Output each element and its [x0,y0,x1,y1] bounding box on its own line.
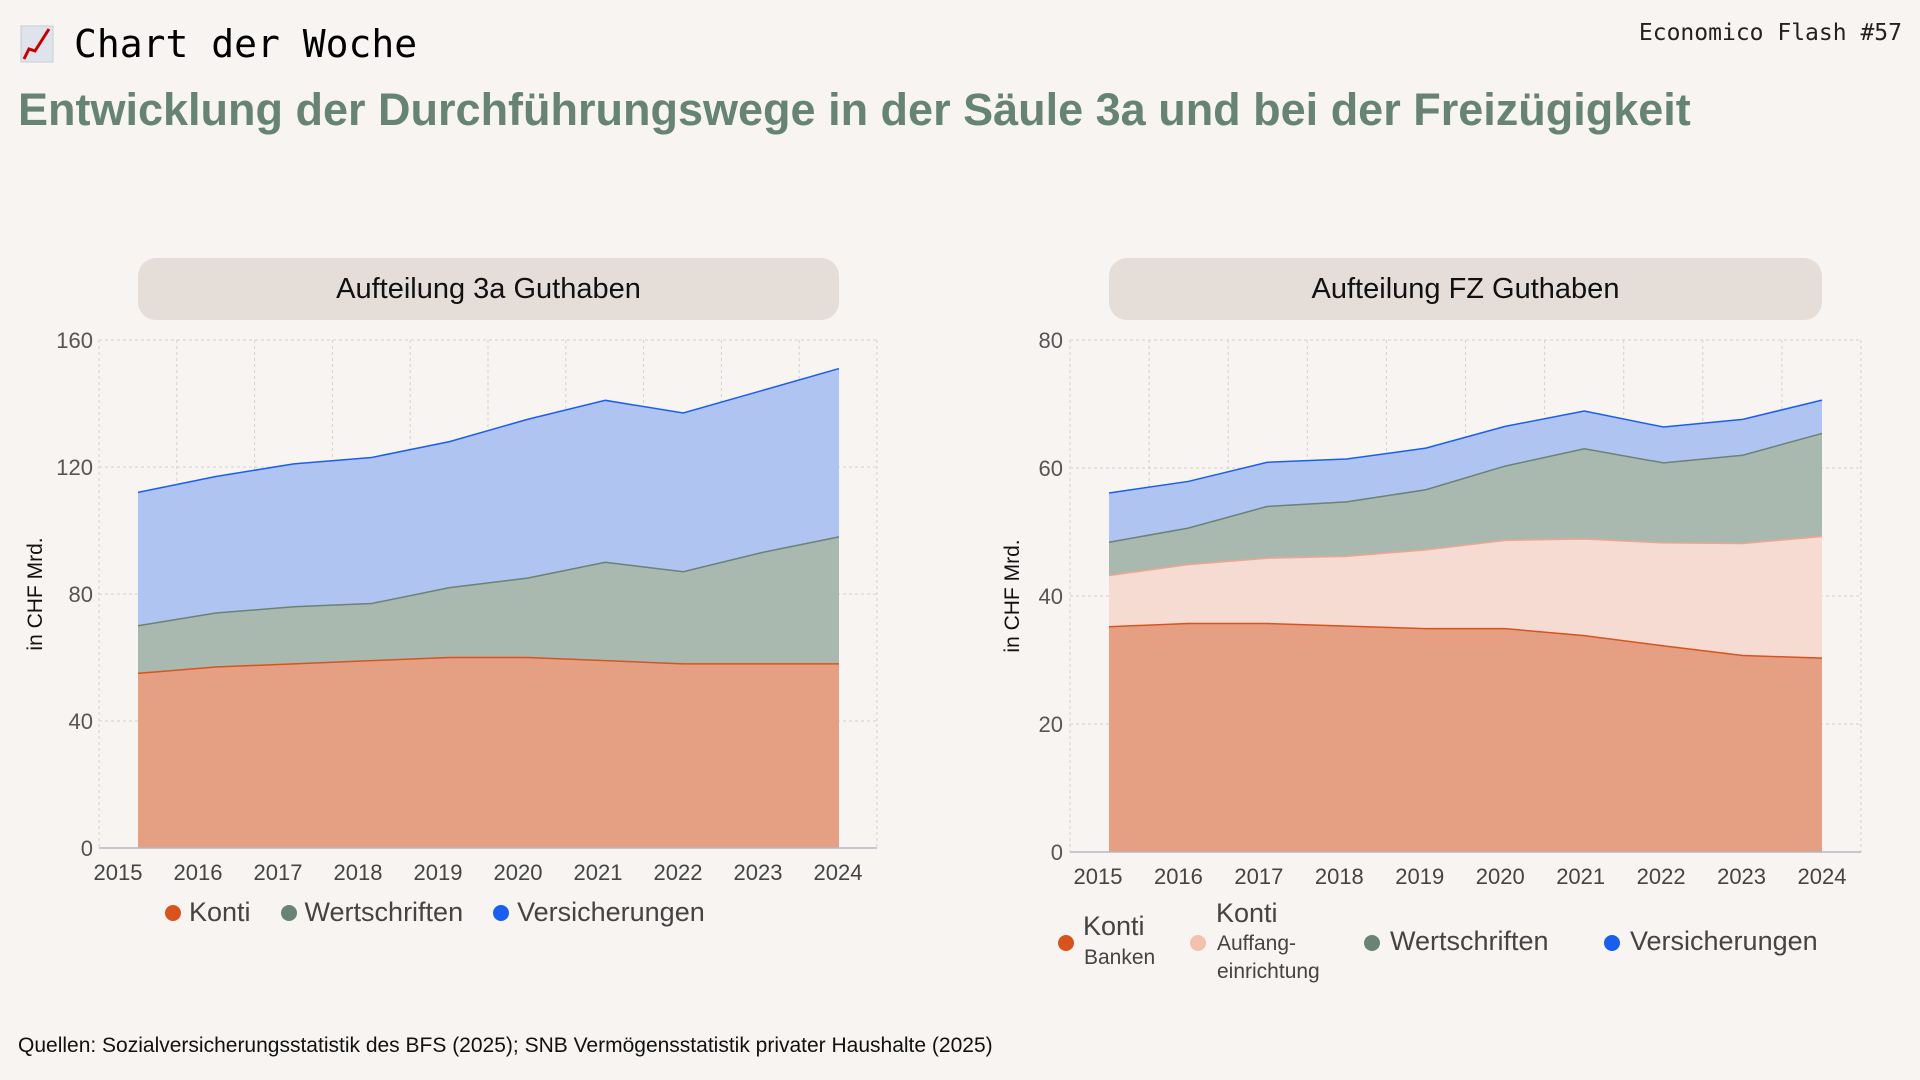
y-tick-label: 20 [1039,712,1063,737]
x-tick-label: 2018 [334,860,383,885]
x-tick-label: 2016 [1154,864,1203,889]
y-tick-label: 40 [1039,584,1063,609]
area-auffang [1109,536,1822,659]
y-tick-label: 80 [1039,328,1063,353]
konti-banken-dot-icon [1058,935,1074,951]
legend-label: Versicherungen [517,897,705,927]
line-wertschriften [1108,432,1823,543]
legend-konti-banken-sub: Banken [1084,946,1156,969]
y-tick-label: 120 [56,455,93,480]
kicker: Chart der Woche [20,22,417,66]
legend-item-konti: Konti [165,897,251,928]
line-versicherungen [1108,399,1823,494]
x-tick-label: 2023 [734,860,783,885]
chart-title-right: Aufteilung FZ Guthaben [1109,258,1822,320]
x-tick-label: 2019 [414,860,463,885]
x-tick-label: 2017 [254,860,303,885]
y-tick-label: 40 [69,709,93,734]
line-wertschriften [137,536,840,627]
page-title: Entwicklung der Durchführungswege in der… [18,84,1691,135]
chart-title-left: Aufteilung 3a Guthaben [138,258,839,320]
y-tick-label: 0 [1051,840,1063,865]
area-versicherungen [1109,400,1822,543]
x-tick-label: 2021 [1556,864,1605,889]
area-wertschriften [138,536,839,674]
area-konti [138,657,839,848]
wertschriften-dot-icon [1364,935,1380,951]
kicker-text: Chart der Woche [74,22,418,66]
line-auffang [1108,535,1823,577]
legend-wertschriften: Wertschriften [1390,926,1549,956]
legend-item-versicherungen: Versicherungen [493,897,705,928]
line-konti [1108,622,1823,659]
konti-auffang-dot-icon [1190,935,1206,951]
legend-konti-auffang-sub1: Auffang- [1217,932,1297,955]
legend-versicherungen: Versicherungen [1630,926,1818,956]
legend-konti-banken-main: Konti [1083,911,1145,941]
x-tick-label: 2024 [814,860,863,885]
x-tick-label: 2022 [1637,864,1686,889]
y-axis-label: in CHF Mrd. [1001,539,1024,652]
x-tick-label: 2020 [1476,864,1525,889]
x-tick-label: 2022 [654,860,703,885]
chart-fz: 0 20 40 60 80 2015 2016 2017 2018 2019 2020 2021 202… [1001,328,1862,889]
x-tick-label: 2020 [494,860,543,885]
x-tick-label: 2015 [1074,864,1123,889]
konti-dot-icon [165,904,181,921]
y-tick-label: 80 [69,582,93,607]
legend-konti-auffang-main: Konti [1216,898,1278,928]
chart-3a: 0 40 80 120 160 2015 2016 2017 2018 2019 2020 2021 2… [24,328,878,885]
x-tick-label: 2019 [1395,864,1444,889]
area-konti [1109,623,1822,852]
legend-konti-auffang-sub2: einrichtung [1217,960,1320,983]
x-tick-label: 2015 [94,860,143,885]
versicherungen-dot-icon [493,904,510,921]
y-tick-label: 160 [56,328,93,353]
line-versicherungen [137,367,840,494]
x-tick-label: 2024 [1798,864,1847,889]
x-tick-label: 2018 [1315,864,1364,889]
area-versicherungen [138,368,839,626]
y-tick-label: 0 [81,836,93,861]
x-tick-label: 2023 [1717,864,1766,889]
issue-label: Economico Flash #57 [1638,20,1902,46]
legend-label: Konti [189,897,251,927]
versicherungen-dot-icon [1604,935,1620,951]
chart-increasing-icon [20,25,54,63]
y-axis-label: in CHF Mrd. [24,537,47,650]
legend-label: Wertschriften [304,897,464,927]
source-note: Quellen: Sozialversicherungsstatistik de… [18,1034,993,1057]
area-wertschriften [1109,433,1822,576]
x-tick-label: 2021 [574,860,623,885]
wertschriften-dot-icon [280,904,297,921]
x-tick-label: 2016 [174,860,223,885]
legend-left: Konti Wertschriften Versicherungen [165,897,705,928]
x-tick-label: 2017 [1234,864,1283,889]
line-konti [137,656,839,675]
legend-item-wertschriften: Wertschriften [280,897,464,928]
y-tick-label: 60 [1039,456,1063,481]
